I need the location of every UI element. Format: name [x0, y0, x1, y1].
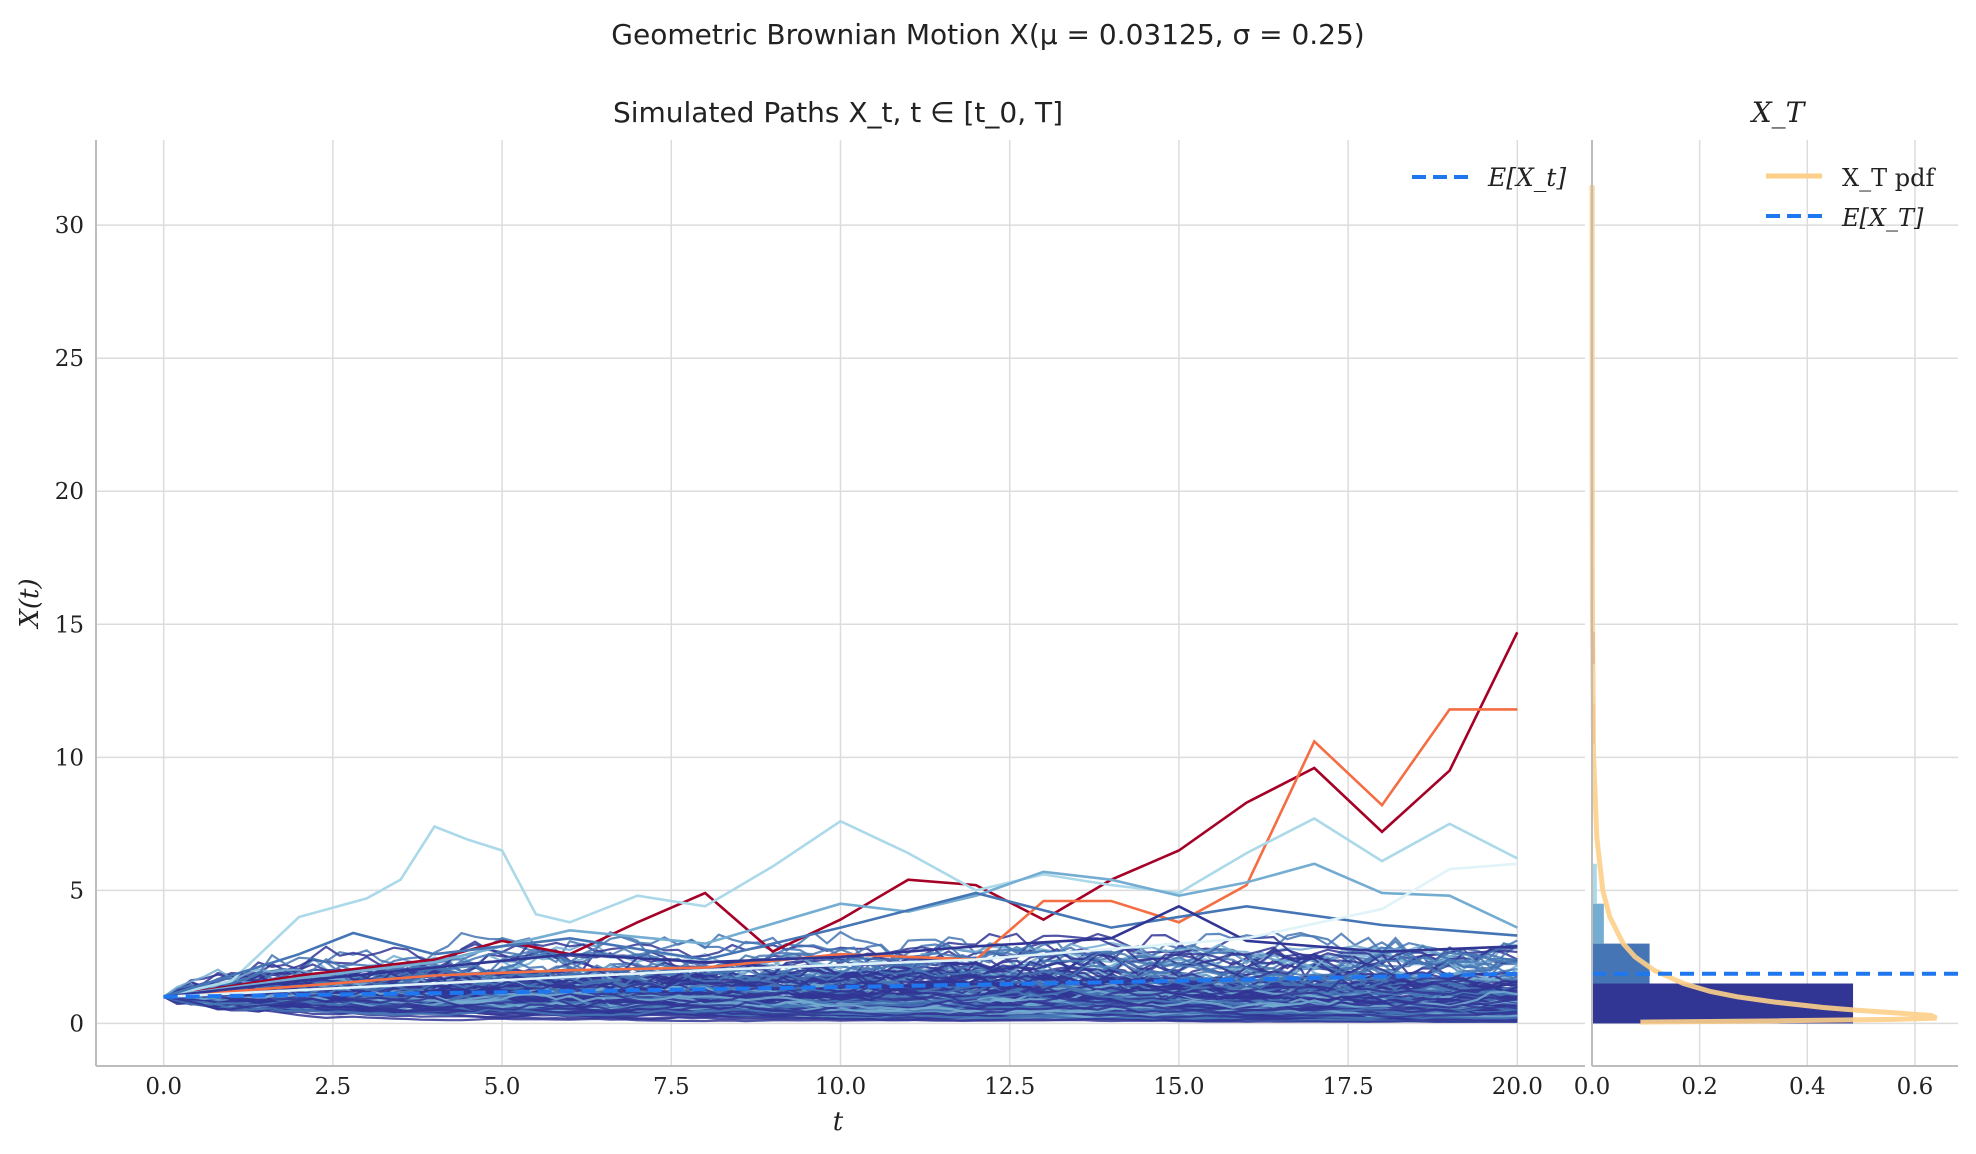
paths-x-ticks: 0.0 2.5 5.0 7.5 10.0 12.5 15.0 17.5 20.0 — [145, 1074, 1543, 1100]
paths-y-tick-label: 10 — [55, 745, 84, 771]
histogram-pdf-curve — [1589, 185, 1938, 1025]
paths-x-tick-label: 17.5 — [1323, 1074, 1374, 1100]
histogram-legend-ev-label: E[X_T] — [1841, 204, 1924, 232]
histogram-bar — [1592, 943, 1650, 984]
paths-y-tick-label: 30 — [55, 213, 84, 239]
paths-series-line — [163, 862, 1518, 999]
paths-series-line — [163, 891, 1518, 999]
paths-x-label: t — [833, 1107, 844, 1137]
paths-legend-label: E[X_t] — [1487, 163, 1566, 192]
histogram-x-tick-label: 0.2 — [1681, 1074, 1718, 1100]
histogram-bar — [1592, 863, 1597, 904]
paths-background-path — [163, 930, 1518, 1001]
paths-x-tick-label: 20.0 — [1492, 1074, 1543, 1100]
paths-background-path — [163, 995, 1518, 1023]
paths-series-line — [163, 631, 1519, 999]
paths-expected-value-line — [163, 971, 1518, 999]
histogram-x-tick-label: 0.4 — [1789, 1074, 1826, 1100]
paths-series-line — [163, 904, 1518, 999]
paths-y-label: X(t) — [15, 578, 45, 629]
paths-y-tick-label: 0 — [69, 1011, 84, 1037]
paths-axes: Simulated Paths X_t, t ∈ [t_0, T] 0.0 2.5… — [15, 96, 1585, 1137]
histogram-legend: X_T pdf E[X_T] — [1766, 164, 1936, 232]
paths-series-line — [163, 708, 1518, 999]
paths-x-tick-label: 2.5 — [315, 1074, 352, 1100]
paths-background-path — [163, 953, 1518, 1001]
paths-y-tick-label: 25 — [55, 346, 84, 372]
paths-y-tick-label: 20 — [55, 479, 84, 505]
histogram-x-tick-label: 0.6 — [1897, 1074, 1934, 1100]
paths-x-tick-label: 7.5 — [653, 1074, 690, 1100]
paths-series-line — [163, 817, 1518, 999]
paths-series — [163, 631, 1519, 1024]
histogram-title: X_T — [1750, 96, 1807, 129]
histogram-bar — [1592, 983, 1854, 1024]
paths-x-tick-label: 15.0 — [1153, 1074, 1204, 1100]
histogram-bars — [1592, 632, 1854, 1024]
paths-x-tick-label: 10.0 — [815, 1074, 866, 1100]
paths-y-ticks: 0 5 10 15 20 25 30 — [55, 213, 84, 1037]
histogram-legend-pdf-label: X_T pdf — [1842, 164, 1936, 192]
paths-background-path — [163, 981, 1518, 1019]
histogram-x-ticks: 0.0 0.2 0.4 0.6 — [1574, 1074, 1934, 1100]
histogram-bar — [1592, 903, 1604, 944]
figure-title: Geometric Brownian Motion X(μ = 0.03125,… — [611, 18, 1364, 51]
paths-title: Simulated Paths X_t, t ∈ [t_0, T] — [613, 96, 1063, 129]
histogram-axes: X_T 0.0 0.2 0.4 0.6 X_T pdf E[X_T] — [1574, 96, 1958, 1100]
paths-x-tick-label: 5.0 — [484, 1074, 521, 1100]
paths-y-tick-label: 15 — [55, 612, 84, 638]
paths-x-tick-label: 12.5 — [984, 1074, 1035, 1100]
paths-x-tick-label: 0.0 — [145, 1074, 182, 1100]
histogram-x-tick-label: 0.0 — [1574, 1074, 1611, 1100]
histogram-grid — [1591, 140, 1958, 1066]
paths-grid — [96, 140, 1585, 1066]
paths-legend: E[X_t] — [1412, 163, 1566, 192]
paths-y-tick-label: 5 — [69, 878, 84, 904]
